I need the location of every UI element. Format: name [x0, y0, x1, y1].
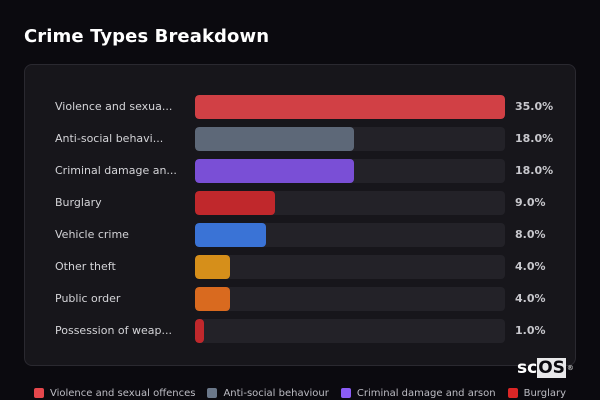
bar-row[interactable]: Vehicle crime 8.0%	[25, 223, 577, 247]
bar-label: Possession of weap...	[55, 324, 172, 337]
bar-row[interactable]: Possession of weap... 1.0%	[25, 319, 577, 343]
bar-value: 9.0%	[515, 196, 546, 209]
chart-legend: Violence and sexual offences Anti-social …	[0, 386, 600, 400]
bar-track	[195, 223, 505, 247]
bar-row[interactable]: Other theft 4.0%	[25, 255, 577, 279]
bar-fill[interactable]	[195, 319, 204, 343]
bar-track	[195, 95, 505, 119]
legend-swatch-icon	[507, 388, 518, 398]
bar-label: Vehicle crime	[55, 228, 129, 241]
bar-track	[195, 319, 505, 343]
bar-fill[interactable]	[195, 255, 231, 279]
bar-track	[195, 191, 505, 215]
legend-item[interactable]: Criminal damage and arson	[340, 386, 496, 400]
bar-fill[interactable]	[195, 159, 355, 183]
chart-card: Violence and sexua... 35.0% Anti-social be…	[24, 64, 576, 366]
legend-item[interactable]: Violence and sexual offences	[33, 386, 196, 400]
bar-track	[195, 287, 505, 311]
brand-logo: scOS ®	[517, 358, 574, 378]
bar-row[interactable]: Criminal damage an... 18.0%	[25, 159, 577, 183]
legend-item[interactable]: Burglary	[507, 386, 567, 400]
bar-fill[interactable]	[195, 223, 266, 247]
bar-track	[195, 255, 505, 279]
bar-track	[195, 127, 505, 151]
legend-swatch-icon	[340, 388, 351, 398]
bar-row[interactable]: Burglary 9.0%	[25, 191, 577, 215]
bar-label: Anti-social behavi...	[55, 132, 164, 145]
bar-row[interactable]: Public order 4.0%	[25, 287, 577, 311]
bar-label: Other theft	[55, 260, 116, 273]
bar-label: Burglary	[55, 196, 102, 209]
bar-fill[interactable]	[195, 191, 275, 215]
legend-label: Burglary	[523, 387, 567, 399]
bar-value: 35.0%	[515, 100, 554, 113]
bar-fill[interactable]	[195, 127, 355, 151]
bar-fill[interactable]	[195, 287, 231, 311]
legend-swatch-icon	[207, 388, 218, 398]
bar-row[interactable]: Violence and sexua... 35.0%	[25, 95, 577, 119]
bar-row[interactable]: Anti-social behavi... 18.0%	[25, 127, 577, 151]
legend-label: Anti-social behaviour	[223, 387, 329, 399]
bar-value: 8.0%	[515, 228, 546, 241]
bar-label: Criminal damage an...	[55, 164, 177, 177]
registered-mark: ®	[566, 364, 574, 372]
logo-boxed-text: OS	[537, 358, 566, 378]
logo-text: sc	[517, 358, 538, 378]
bar-value: 4.0%	[515, 260, 546, 273]
legend-swatch-icon	[33, 388, 44, 398]
bar-value: 18.0%	[515, 132, 554, 145]
bar-label: Violence and sexua...	[55, 100, 173, 113]
legend-item[interactable]: Anti-social behaviour	[207, 386, 329, 400]
legend-label: Violence and sexual offences	[49, 387, 196, 399]
bar-fill[interactable]	[195, 95, 505, 119]
bar-value: 4.0%	[515, 292, 546, 305]
bar-value: 18.0%	[515, 164, 554, 177]
bar-track	[195, 159, 505, 183]
legend-label: Criminal damage and arson	[356, 387, 496, 399]
bar-label: Public order	[55, 292, 121, 305]
chart-title: Crime Types Breakdown	[24, 26, 270, 47]
bar-value: 1.0%	[515, 324, 546, 337]
